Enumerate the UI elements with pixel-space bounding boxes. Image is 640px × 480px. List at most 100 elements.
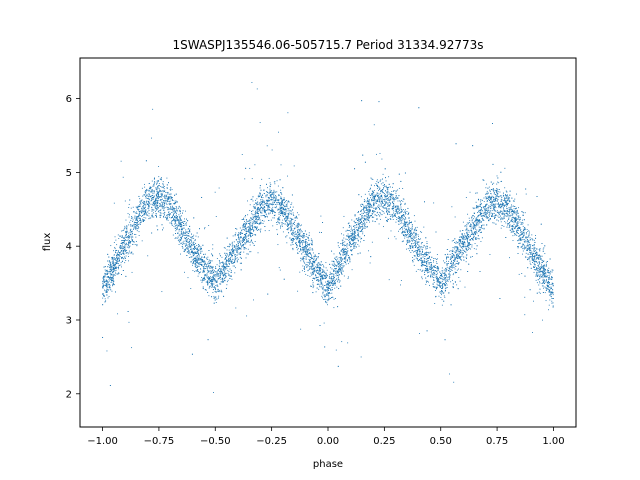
data-point (460, 249, 461, 251)
data-point (436, 272, 438, 274)
data-point (235, 232, 237, 234)
data-point (348, 226, 350, 228)
data-point (353, 237, 355, 239)
data-point (500, 219, 502, 221)
data-point (531, 253, 533, 255)
data-point (544, 292, 546, 294)
data-point (357, 239, 359, 241)
data-point (284, 209, 285, 211)
data-point (151, 207, 153, 209)
data-point (481, 237, 483, 239)
data-point (333, 283, 335, 285)
data-point (389, 218, 391, 220)
data-point (326, 294, 328, 296)
data-point (278, 199, 280, 201)
data-point (117, 250, 119, 251)
data-point (482, 199, 483, 201)
data-point (336, 271, 338, 273)
data-point (105, 283, 107, 285)
data-point (436, 280, 438, 282)
data-point (437, 269, 439, 271)
data-point (286, 207, 288, 209)
data-point (536, 282, 538, 284)
data-point (521, 211, 523, 213)
data-point (129, 241, 131, 242)
data-point (313, 259, 315, 261)
data-point (170, 203, 172, 205)
data-point (266, 203, 268, 205)
data-point (128, 216, 130, 218)
data-point (166, 206, 168, 208)
data-point (224, 270, 225, 272)
data-point (338, 247, 340, 248)
data-point (296, 239, 298, 241)
data-point (438, 281, 440, 282)
data-point (377, 185, 378, 186)
data-point (373, 192, 375, 194)
data-point (322, 268, 324, 270)
data-point (410, 222, 412, 224)
data-point (133, 217, 135, 219)
data-point (414, 220, 416, 222)
data-point (232, 262, 234, 264)
data-point (535, 251, 537, 253)
data-point (152, 201, 154, 203)
data-point (313, 269, 315, 271)
data-point (476, 222, 478, 224)
data-point (442, 287, 443, 289)
data-point (329, 282, 331, 284)
data-point (527, 243, 529, 245)
data-point (155, 205, 157, 207)
data-point (273, 204, 275, 205)
data-point (350, 225, 352, 227)
data-point (505, 203, 507, 205)
data-point (254, 227, 256, 229)
data-point (182, 243, 184, 245)
data-point (410, 245, 412, 247)
data-point (207, 284, 209, 286)
data-point (173, 208, 175, 210)
data-point (291, 240, 293, 242)
data-point (234, 245, 236, 247)
data-point (381, 194, 383, 196)
data-point (451, 256, 453, 258)
data-point (132, 219, 134, 221)
data-point (283, 199, 285, 201)
data-point (141, 187, 143, 189)
data-point (369, 216, 371, 218)
data-point (497, 192, 498, 194)
data-point (158, 176, 160, 178)
data-point (123, 253, 125, 255)
data-point (163, 214, 165, 216)
data-point (532, 332, 533, 333)
data-point (266, 202, 268, 204)
data-point (483, 197, 485, 199)
data-point (203, 256, 205, 258)
data-point (529, 258, 530, 260)
data-point (143, 208, 145, 210)
data-point (171, 199, 173, 201)
data-point (508, 198, 510, 200)
data-point (184, 251, 185, 253)
data-point (442, 270, 444, 272)
data-point (549, 277, 550, 279)
data-point (381, 196, 383, 198)
data-point (139, 220, 141, 222)
data-point (489, 215, 490, 217)
data-point (357, 232, 359, 234)
data-point (106, 290, 107, 292)
data-point (506, 201, 507, 203)
data-point (524, 241, 526, 243)
data-point (244, 227, 246, 229)
data-point (522, 253, 523, 255)
data-point (297, 224, 299, 226)
data-point (125, 246, 127, 248)
data-point (286, 235, 288, 237)
data-point (500, 204, 502, 206)
data-point (108, 278, 110, 280)
data-point (538, 254, 540, 256)
data-point (280, 197, 281, 199)
data-point (460, 258, 462, 260)
data-point (339, 267, 341, 269)
